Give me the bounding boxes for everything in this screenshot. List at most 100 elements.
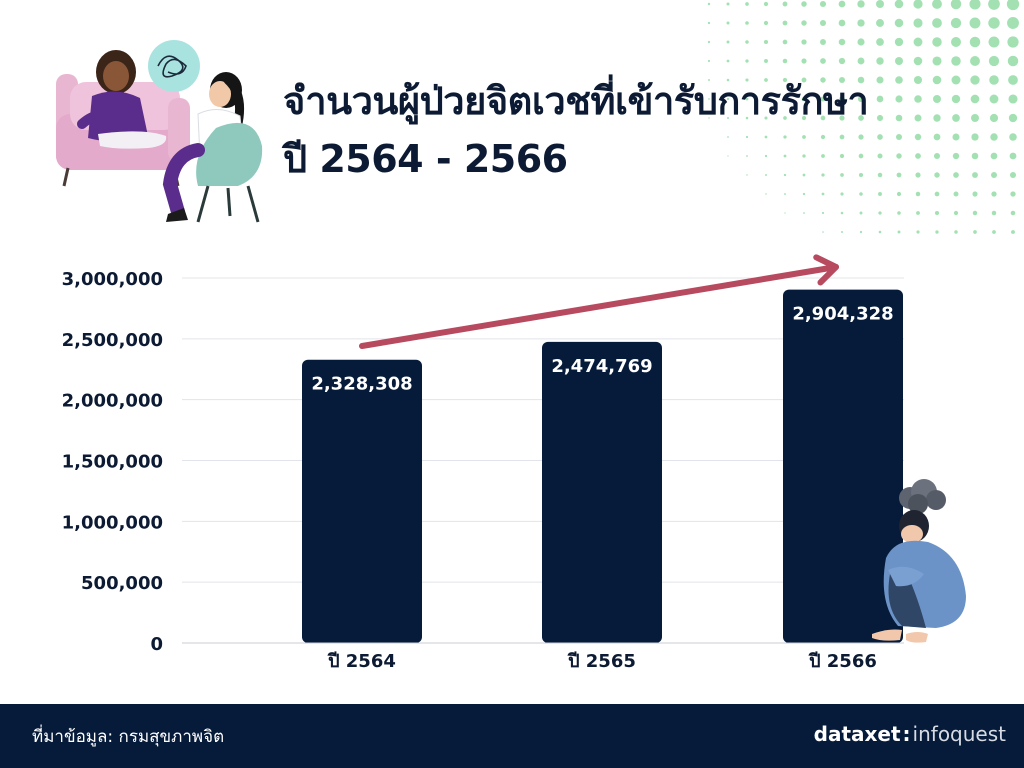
decor-dot [896,153,902,159]
decor-dot [802,154,806,158]
decor-dot [839,134,845,140]
decor-dot [1007,36,1019,48]
bar-data-label: 2,328,308 [311,374,412,395]
decor-dot [858,115,864,121]
decor-dot [914,133,922,141]
decor-dot [821,154,825,158]
decor-dot [857,57,865,65]
decor-dot [821,211,825,215]
decor-dot [953,172,959,178]
decor-dot [990,152,998,160]
trend-arrow-head [813,254,839,286]
decor-dot [726,97,730,101]
decor-dot [951,94,961,104]
decor-dot [803,212,805,214]
decor-dot [802,192,806,196]
decor-dot [913,18,923,28]
decor-dot [933,95,941,103]
decor-dot [991,172,997,178]
decor-dot [840,192,844,196]
decor-dot [991,191,997,197]
y-tick-label: 0 [150,634,163,655]
decor-dot [990,133,998,141]
therapy-session-illustration [56,40,263,223]
decor-dot [745,116,749,120]
decor-dot [726,21,730,25]
trend-arrow-line [359,264,839,349]
decor-dot [970,56,980,66]
decor-dot [708,98,710,100]
decor-dot [950,17,962,29]
decor-dot [727,117,729,119]
decor-dot [935,230,939,234]
decor-dot [765,174,767,176]
decor-dot [971,152,979,160]
decor-dot [708,117,710,119]
decor-dot [801,115,807,121]
decor-dot [969,17,981,29]
decor-dot [745,59,749,63]
decor-dot [895,76,903,84]
decor-dot [819,19,827,27]
decor-dot [896,191,902,197]
y-tick-label: 2,000,000 [62,391,163,412]
decor-dot [839,96,845,102]
decor-dot [726,2,730,6]
bar [783,289,903,643]
decor-dot [1009,152,1017,160]
decor-dot [933,152,941,160]
decor-dot [989,113,999,123]
decor-dot [707,21,711,25]
decor-dot [1008,94,1018,104]
brand-infoquest: infoquest [912,722,1006,746]
decor-dot [952,114,960,122]
decor-dot [895,95,903,103]
decor-dot [876,95,884,103]
decor-dot [820,134,826,140]
decor-dot [988,36,1000,48]
decor-dot [897,211,901,215]
decor-dot [877,153,883,159]
decor-dot [820,58,826,64]
decor-dot [954,230,958,234]
decor-dot [914,114,922,122]
decor-dot [932,75,942,85]
decor-dot [932,56,942,66]
decor-dot [916,230,920,234]
decor-dot [763,20,769,26]
decor-dot [857,76,865,84]
decor-dot [822,231,824,233]
decor-dot [894,0,904,9]
decor-dot [782,20,788,26]
decor-dot [934,172,940,178]
decor-dot [932,37,942,47]
decor-dot [859,211,863,215]
decor-dot [745,78,749,82]
decor-dot [819,0,827,8]
decor-dot [894,37,904,47]
decor-dot [1007,17,1019,29]
decor-dot [802,135,806,139]
decor-dot [783,97,787,101]
decor-dot [784,212,786,214]
y-tick-label: 2,500,000 [62,330,163,351]
decor-dot [857,19,865,27]
decor-dot [896,172,902,178]
decor-dot [971,114,979,122]
decor-dot [838,57,846,65]
decor-dot [726,59,730,63]
decor-dot [782,77,788,83]
decor-dot [972,191,978,197]
title-line-1: จำนวนผู้ป่วยจิตเวชที่เข้ารับการรักษา [283,79,869,123]
decor-dot [858,153,864,159]
decor-dot [857,0,865,8]
decor-dot [992,230,996,234]
decor-dot [821,173,825,177]
decor-dot [913,0,923,9]
decor-dot [746,174,748,176]
decor-dot [933,133,941,141]
decor-dot [840,211,844,215]
decor-dot [876,57,884,65]
decor-dot [876,19,884,27]
decor-dot [839,115,845,121]
